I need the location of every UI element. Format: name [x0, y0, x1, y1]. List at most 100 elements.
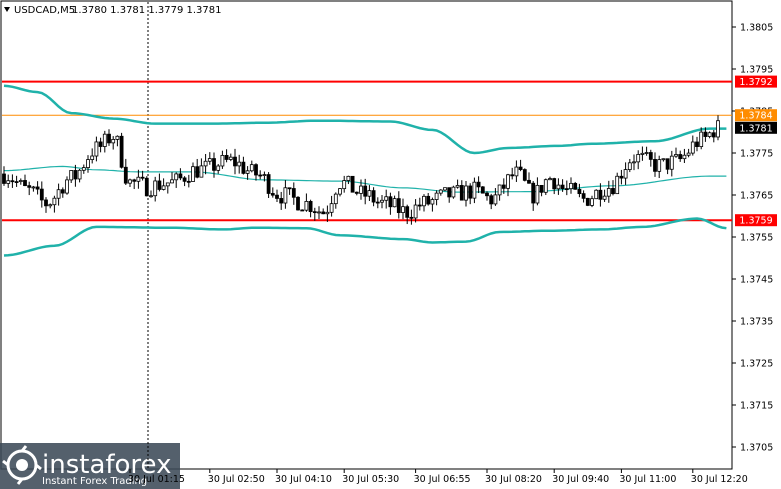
- candle: [380, 194, 384, 209]
- candle: [123, 158, 128, 186]
- candle: [195, 158, 200, 179]
- candle: [543, 178, 548, 196]
- candle: [577, 183, 582, 198]
- candle: [690, 135, 695, 156]
- candle: [367, 185, 372, 202]
- ohlc-readout: 1.3780 1.3781 1.3779 1.3781: [72, 5, 222, 16]
- candle: [606, 180, 611, 203]
- candle: [81, 164, 86, 174]
- candle: [615, 172, 620, 195]
- symbol-label: USDCAD,M5: [14, 5, 75, 16]
- candle: [237, 154, 242, 174]
- candle: [539, 184, 544, 197]
- support-tag-label: 1.3759: [739, 216, 772, 227]
- candle: [48, 203, 53, 209]
- candle: [31, 185, 36, 192]
- candle: [623, 162, 628, 185]
- candle: [590, 195, 594, 208]
- level-tag-1: 1.3792: [735, 75, 777, 88]
- candle: [648, 149, 653, 167]
- candle: [371, 187, 376, 207]
- candle: [44, 197, 48, 213]
- candle: [472, 177, 477, 204]
- candle: [308, 199, 313, 218]
- candle: [65, 176, 69, 195]
- candle: [224, 149, 229, 163]
- candle: [199, 158, 204, 178]
- candle: [548, 176, 552, 181]
- watermark-backdrop: [0, 443, 180, 489]
- candle: [140, 170, 145, 181]
- candle: [73, 164, 78, 187]
- candle: [170, 172, 174, 184]
- support-tag-bg: [735, 214, 777, 227]
- candle: [300, 209, 305, 212]
- candle: [136, 169, 141, 189]
- candle: [287, 187, 292, 195]
- symbol-dropdown-icon[interactable]: [4, 7, 10, 12]
- candle: [640, 146, 645, 161]
- candle: [18, 178, 23, 185]
- time-axis: 30 Jul 01:15 30 Jul 02:50 30 Jul 04:10 30 J…: [128, 469, 748, 485]
- candle: [602, 189, 607, 202]
- candle: [342, 175, 347, 193]
- candle: [107, 129, 111, 146]
- candle: [426, 193, 431, 206]
- candle: [98, 137, 103, 153]
- candle: [409, 209, 414, 225]
- candle: [627, 158, 632, 173]
- candle: [270, 187, 275, 198]
- candle: [665, 158, 670, 175]
- resistance-tag-label: 1.3792: [739, 77, 772, 88]
- candle: [241, 156, 246, 175]
- candle: [518, 159, 523, 172]
- plot-frame: [0, 0, 733, 470]
- instaforex-watermark: instaforex Instant Forex Trading: [0, 443, 180, 489]
- candle: [216, 164, 221, 174]
- candlestick-series: [2, 115, 720, 225]
- watermark-tagline: Instant Forex Trading: [42, 476, 147, 487]
- candle: [527, 172, 531, 184]
- candle: [682, 148, 687, 164]
- candle: [632, 154, 636, 171]
- candle: [90, 148, 95, 164]
- candle: [212, 152, 216, 178]
- candle: [657, 155, 662, 179]
- candle: [86, 155, 90, 173]
- candle: [69, 170, 74, 183]
- candle: [102, 130, 107, 153]
- instaforex-logo-icon: [2, 445, 42, 485]
- price-tick-label: 1.3795: [740, 65, 773, 76]
- candle: [128, 178, 132, 187]
- candle: [346, 175, 351, 185]
- candle: [556, 178, 561, 195]
- target-tag-label: 1.3784: [739, 111, 772, 122]
- current-price-tag-bg: [735, 121, 777, 134]
- candle: [233, 148, 237, 175]
- candle: [678, 150, 683, 162]
- candle: [14, 175, 19, 187]
- time-tick-label: 30 Jul 06:55: [414, 474, 471, 485]
- candle: [493, 188, 498, 206]
- candle: [291, 182, 296, 205]
- candle: [674, 147, 678, 158]
- candle: [569, 177, 573, 194]
- price-tick-label: 1.3755: [740, 233, 773, 244]
- candle: [501, 178, 506, 194]
- candle: [438, 189, 443, 196]
- candle: [191, 162, 195, 182]
- candle: [375, 197, 380, 209]
- candle: [275, 189, 279, 203]
- candle: [279, 191, 284, 210]
- candle: [619, 169, 624, 185]
- candle: [434, 190, 439, 206]
- candle: [522, 168, 527, 182]
- candle: [552, 177, 557, 195]
- candle: [401, 198, 405, 220]
- candle: [245, 166, 250, 180]
- candle: [60, 187, 65, 198]
- time-tick-label: 30 Jul 09:40: [552, 474, 609, 485]
- level-tag-3: 1.3759: [735, 214, 777, 227]
